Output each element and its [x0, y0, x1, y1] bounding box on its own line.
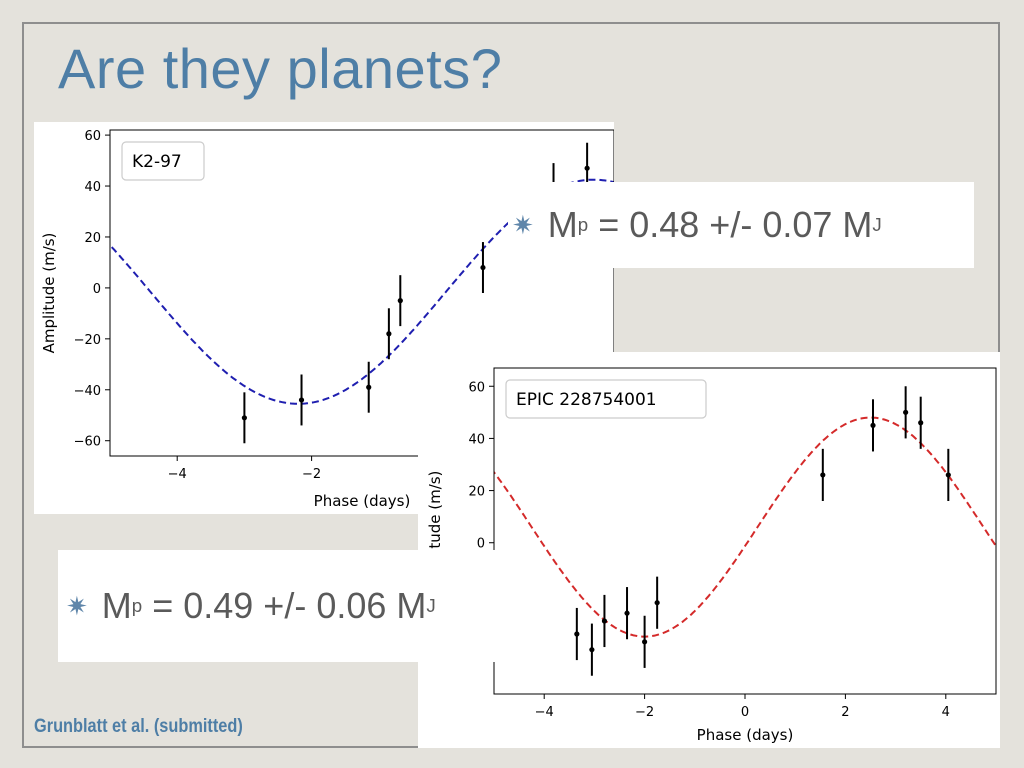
mass-subscript-p: p — [577, 214, 589, 235]
data-marker — [654, 600, 660, 606]
data-marker — [820, 472, 826, 478]
data-marker — [589, 647, 595, 653]
legend-label: K2-97 — [132, 152, 182, 172]
x-axis-label: Phase (days) — [314, 492, 411, 510]
slide-title: Are they planets? — [58, 37, 503, 100]
x-tick-label: −4 — [535, 705, 554, 720]
data-marker — [642, 639, 648, 645]
data-point — [624, 587, 630, 640]
y-tick-label: −40 — [74, 384, 101, 399]
data-marker — [601, 618, 608, 624]
bullet-star-icon: ✷ — [512, 209, 534, 240]
data-marker — [366, 384, 372, 390]
x-tick-label: 0 — [741, 705, 749, 720]
x-tick-label: −4 — [168, 467, 187, 482]
mass-value: = 0.49 +/- 0.06 M — [142, 585, 427, 626]
data-point — [366, 361, 372, 413]
data-marker — [903, 409, 909, 415]
data-marker — [624, 610, 630, 616]
y-tick-label: 60 — [84, 129, 101, 144]
y-tick-label: −60 — [74, 435, 101, 450]
data-point — [298, 374, 305, 426]
data-point — [642, 615, 648, 668]
mass-symbol: M — [101, 585, 132, 626]
data-point — [945, 448, 951, 502]
plot-frame — [109, 129, 614, 457]
y-tick-label: 20 — [468, 485, 485, 500]
legend-label: EPIC 228754001 — [516, 390, 657, 410]
data-point — [397, 275, 403, 327]
legend-box: K2-97 — [121, 141, 205, 181]
data-point — [870, 399, 876, 452]
y-axis-label: Amplitude (m/s) — [40, 233, 58, 354]
data-point — [903, 386, 909, 439]
data-marker — [870, 422, 876, 428]
y-tick-label: 20 — [84, 231, 101, 246]
data-point — [480, 242, 486, 293]
mass-value: = 0.48 +/- 0.07 M — [588, 204, 873, 245]
y-tick-label: 40 — [84, 180, 101, 195]
data-marker — [574, 631, 580, 637]
mass-subscript-j: J — [872, 214, 882, 235]
y-tick-label: −20 — [74, 333, 101, 348]
data-point — [589, 623, 595, 676]
data-marker — [386, 331, 392, 337]
data-marker — [945, 472, 951, 478]
y-tick-label: 60 — [468, 380, 485, 395]
legend-frame — [121, 141, 205, 181]
bullet-star-icon: ✷ — [66, 590, 88, 621]
mass-subscript-j: J — [426, 595, 436, 616]
data-point — [654, 576, 660, 629]
mass-symbol: M — [547, 204, 578, 245]
model-curve — [494, 416, 996, 638]
legend-frame — [505, 379, 707, 419]
data-marker — [241, 415, 247, 421]
data-marker — [584, 165, 590, 171]
data-marker — [918, 420, 924, 426]
data-point — [601, 594, 608, 648]
data-marker — [397, 298, 403, 304]
y-tick-label: 40 — [468, 432, 485, 447]
data-point — [574, 607, 580, 661]
y-tick-label: 0 — [93, 282, 101, 297]
y-tick-label: 0 — [477, 537, 485, 552]
data-marker — [480, 264, 486, 271]
legend-box: EPIC 228754001 — [505, 379, 707, 419]
x-tick-label: 2 — [841, 705, 849, 720]
citation: Grunblatt et al. (submitted) — [34, 716, 243, 737]
x-tick-label: −2 — [635, 705, 654, 720]
x-tick-label: −2 — [302, 467, 321, 482]
data-point — [386, 308, 392, 360]
data-point — [241, 392, 247, 444]
x-tick-label: 4 — [942, 705, 950, 720]
data-point — [820, 448, 826, 502]
data-marker — [298, 397, 305, 403]
x-axis-label: Phase (days) — [697, 726, 794, 744]
data-point — [918, 396, 924, 449]
mass-subscript-p: p — [131, 595, 143, 616]
